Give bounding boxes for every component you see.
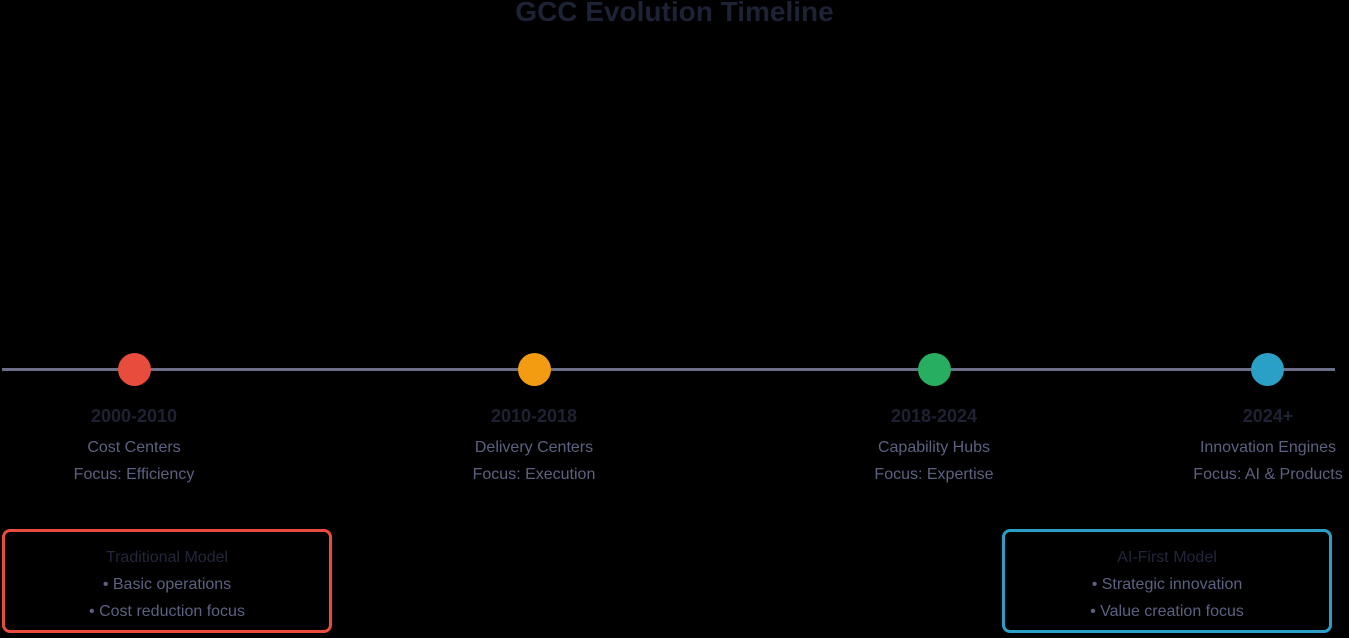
milestone-2000-2010: 2000-2010 Cost Centers Focus: Efficiency bbox=[14, 404, 254, 485]
milestone-period: 2000-2010 bbox=[90, 406, 178, 426]
milestone-focus: Focus: Execution bbox=[472, 466, 596, 483]
milestone-2024-plus: 2024+ Innovation Engines Focus: AI & Pro… bbox=[1148, 404, 1349, 485]
box-item: • Value creation focus bbox=[1090, 603, 1244, 620]
milestone-stage: Delivery Centers bbox=[474, 439, 594, 456]
timeline-axis bbox=[2, 368, 1335, 371]
milestone-period: 2024+ bbox=[1242, 406, 1294, 426]
box-item: • Basic operations bbox=[102, 576, 232, 593]
milestone-marker-2000-2010 bbox=[118, 353, 151, 386]
milestone-focus: Focus: AI & Products bbox=[1193, 466, 1343, 483]
milestone-marker-2024-plus bbox=[1251, 353, 1284, 386]
ai-first-model-box: AI-First Model • Strategic innovation • … bbox=[1002, 529, 1332, 633]
milestone-marker-2018-2024 bbox=[918, 353, 951, 386]
milestone-stage: Innovation Engines bbox=[1199, 439, 1337, 456]
box-title: Traditional Model bbox=[105, 549, 229, 566]
milestone-focus: Focus: Efficiency bbox=[73, 466, 195, 483]
milestone-marker-2010-2018 bbox=[518, 353, 551, 386]
milestone-period: 2010-2018 bbox=[490, 406, 578, 426]
milestone-stage: Capability Hubs bbox=[877, 439, 991, 456]
traditional-model-box: Traditional Model • Basic operations • C… bbox=[2, 529, 332, 633]
milestone-2018-2024: 2018-2024 Capability Hubs Focus: Experti… bbox=[814, 404, 1054, 485]
milestone-period: 2018-2024 bbox=[890, 406, 978, 426]
box-title: AI-First Model bbox=[1117, 549, 1217, 566]
box-item: • Cost reduction focus bbox=[89, 603, 245, 620]
milestone-2010-2018: 2010-2018 Delivery Centers Focus: Execut… bbox=[414, 404, 654, 485]
milestone-stage: Cost Centers bbox=[87, 439, 181, 456]
box-item: • Strategic innovation bbox=[1091, 576, 1243, 593]
milestone-focus: Focus: Expertise bbox=[874, 466, 994, 483]
diagram-title: GCC Evolution Timeline bbox=[515, 0, 834, 27]
